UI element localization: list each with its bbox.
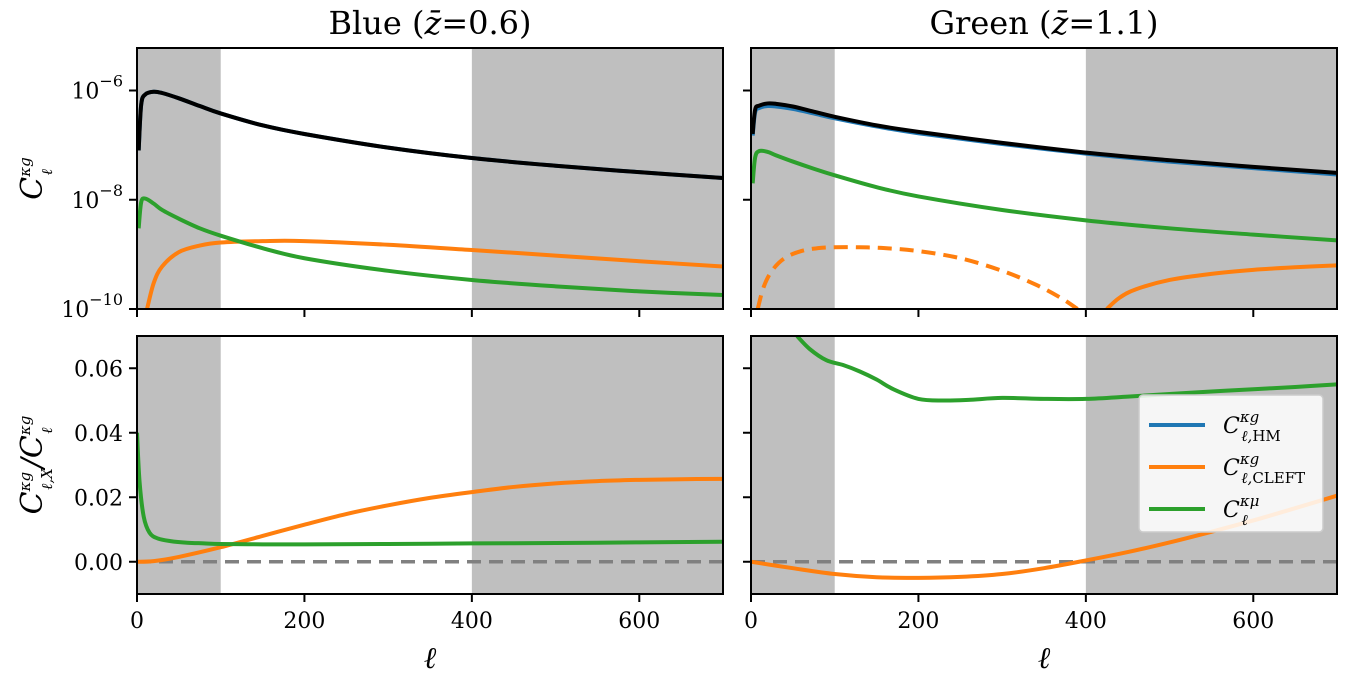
- title-text: Green (: [929, 4, 1051, 42]
- ylabel-slash: /C: [15, 435, 50, 471]
- y-axis-label: Cκg ℓ: [15, 157, 56, 199]
- ylabel-C: C: [15, 177, 50, 200]
- ylabel-sub1: ℓ,X: [38, 467, 56, 490]
- x-axis-label: ℓ: [424, 641, 437, 674]
- series-line: [795, 336, 1337, 403]
- y-tick-label: 0.02: [74, 486, 123, 511]
- y-tick-label: 0.00: [74, 551, 123, 576]
- series-line: [137, 432, 723, 547]
- legend-label: Cκμ ℓ: [1223, 492, 1259, 529]
- legend-sup: κμ: [1239, 492, 1260, 510]
- legend-label: Cκg ℓ,HM: [1223, 408, 1281, 445]
- series-line: [751, 101, 1337, 175]
- title-text: Blue (: [329, 4, 425, 42]
- y-tick-label: 10−8: [71, 181, 123, 214]
- y-tick-label: 10−6: [71, 72, 123, 105]
- tick-base: 10: [61, 298, 89, 323]
- series-line: [137, 196, 723, 298]
- legend-sup: κg: [1239, 450, 1259, 468]
- tick-exponent: −6: [99, 72, 123, 91]
- x-tick-label: 600: [1232, 609, 1274, 634]
- ylabel-sup1: κg: [16, 472, 34, 492]
- tick-exponent: −8: [99, 181, 123, 200]
- y-tick-label: 10−10: [61, 290, 123, 323]
- legend-sub: ℓ: [1241, 511, 1247, 529]
- y-tick-label: 0.06: [74, 357, 123, 382]
- legend-sub: ℓ,: [1241, 469, 1252, 487]
- title-math: z̄: [1050, 4, 1069, 42]
- axes-frame: [136, 335, 724, 595]
- ylabel-sub2: ℓ: [38, 427, 56, 433]
- title-eq: =0.6): [441, 4, 531, 42]
- ylabel-sub: ℓ: [38, 169, 56, 175]
- series-line: [145, 238, 723, 309]
- series-line: [137, 89, 723, 181]
- legend-sub-roman: HM: [1252, 427, 1280, 445]
- series-line: [1105, 263, 1337, 309]
- panel-title: Blue (z̄=0.6): [329, 4, 532, 42]
- tick-exponent: −10: [89, 290, 123, 309]
- y-axis-label: Cκg ℓ,X/Cκg ℓ: [15, 416, 56, 515]
- panel-top-right: [743, 47, 1338, 317]
- x-tick-label: 0: [130, 609, 144, 634]
- panel-title: Green (z̄=1.1): [929, 4, 1158, 42]
- axes-frame: [750, 47, 1338, 310]
- y-tick-label: 0.04: [74, 422, 123, 447]
- series-line: [137, 476, 723, 564]
- series-line: [755, 245, 1079, 309]
- x-axis-label: ℓ: [1038, 641, 1051, 674]
- x-tick-label: 400: [1065, 609, 1107, 634]
- shaded-region: [471, 336, 723, 594]
- legend-sub: ℓ,: [1241, 427, 1252, 445]
- title-eq: =1.1): [1068, 4, 1158, 42]
- x-tick-label: 200: [283, 609, 325, 634]
- legend-C: C: [1223, 498, 1240, 523]
- x-tick-label: 600: [618, 609, 660, 634]
- legend-C: C: [1223, 456, 1240, 481]
- x-tick-label: 400: [451, 609, 493, 634]
- legend-frame: [1138, 394, 1324, 533]
- series-line: [751, 148, 1337, 243]
- x-tick-label: 200: [897, 609, 939, 634]
- shaded-region: [471, 48, 723, 309]
- legend-sub-roman: CLEFT: [1252, 469, 1305, 487]
- ylabel-sup: κg: [16, 157, 34, 177]
- legend-label: Cκg ℓ,CLEFT: [1223, 450, 1305, 487]
- shaded-region: [137, 48, 221, 309]
- shaded-region: [1085, 48, 1337, 309]
- legend-C: C: [1223, 414, 1240, 439]
- ylabel-C1: C: [15, 491, 50, 514]
- legend-sup: κg: [1239, 408, 1259, 426]
- ylabel-sup2: κg: [16, 416, 34, 436]
- shaded-region: [751, 48, 835, 309]
- axes-frame: [750, 335, 1338, 595]
- tick-base: 10: [71, 80, 99, 105]
- shaded-region: [751, 336, 835, 594]
- tick-base: 10: [71, 189, 99, 214]
- axes-frame: [136, 47, 724, 310]
- x-tick-label: 0: [744, 609, 758, 634]
- title-math: z̄: [423, 4, 442, 42]
